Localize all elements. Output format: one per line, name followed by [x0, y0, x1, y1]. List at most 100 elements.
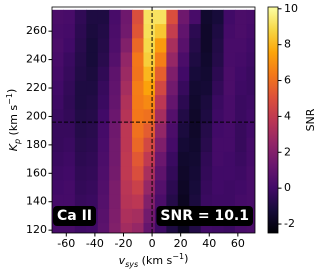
heatmap-cell — [97, 180, 110, 196]
heatmap-cell — [154, 180, 167, 196]
heatmap-cell — [154, 95, 167, 110]
heatmap-cell — [166, 66, 179, 82]
heatmap-cell — [97, 66, 110, 82]
heatmap-cell — [120, 9, 133, 25]
xlabel-axis-label: vsys (km s−1) — [119, 252, 189, 269]
heatmap-cell — [189, 137, 202, 153]
label-part: ) — [5, 89, 18, 93]
heatmap-cell — [154, 24, 167, 39]
heatmap-cell — [143, 38, 156, 53]
heatmap-cell — [143, 80, 156, 96]
heatmap-cell — [212, 166, 225, 181]
heatmap-cell — [74, 95, 87, 110]
heatmap-cell — [234, 180, 247, 196]
heatmap-cell — [223, 66, 236, 82]
heatmap-cell — [223, 180, 236, 196]
heatmap-cell — [132, 208, 144, 224]
heatmap-cell — [143, 9, 156, 25]
heatmap-cell — [246, 194, 255, 210]
heatmap-cell — [63, 80, 76, 96]
heatmap-cell — [189, 180, 202, 196]
heatmap-cell — [177, 9, 190, 25]
heatmap-cell — [166, 223, 179, 233]
heatmap-cell — [132, 80, 144, 96]
heatmap-cell — [52, 24, 64, 39]
heatmap-cell — [200, 180, 213, 196]
heatmap-cell — [74, 194, 87, 210]
heatmap-cell — [132, 109, 144, 125]
heatmap-cell — [154, 80, 167, 96]
heatmap-cell — [120, 137, 133, 153]
heatmap-cell — [177, 166, 190, 181]
heatmap-cell — [109, 52, 122, 68]
heatmap-cell — [132, 9, 144, 25]
label-part: −1 — [172, 252, 184, 261]
heatmap-cell — [166, 95, 179, 110]
heatmap-cell — [132, 151, 144, 167]
heatmap-cell — [86, 151, 99, 167]
y-tick-label: 220 — [26, 81, 47, 94]
heatmap-cell — [74, 24, 87, 39]
heatmap-cell — [109, 151, 122, 167]
heatmap-cell — [132, 180, 144, 196]
heatmap-cell — [154, 166, 167, 181]
heatmap-cell — [52, 180, 64, 196]
heatmap-cell — [200, 123, 213, 139]
heatmap-cell — [234, 9, 247, 25]
colorbar-tick-label: -2 — [284, 217, 295, 230]
heatmap-cell — [109, 223, 122, 233]
x-tick-label: -60 — [57, 237, 75, 250]
heatmap-cell — [86, 38, 99, 53]
heatmap-cell — [234, 123, 247, 139]
heatmap-cell — [63, 223, 76, 233]
y-tick-label: 140 — [26, 195, 47, 208]
heatmap-cell — [52, 80, 64, 96]
heatmap-cell — [189, 80, 202, 96]
heatmap-cell — [212, 137, 225, 153]
heatmap-cell — [132, 166, 144, 181]
x-tick-label: -40 — [86, 237, 104, 250]
heatmap-cell — [109, 109, 122, 125]
heatmap-cell — [189, 9, 202, 25]
heatmap-cell — [154, 137, 167, 153]
heatmap-cell — [109, 66, 122, 82]
heatmap-cell — [63, 38, 76, 53]
x-tick-label: -20 — [114, 237, 132, 250]
heatmap-cell — [246, 137, 255, 153]
heatmap-cell — [246, 38, 255, 53]
heatmap-cell — [74, 180, 87, 196]
heatmap-cell — [223, 80, 236, 96]
heatmap-cell — [97, 9, 110, 25]
plot-frame — [51, 6, 256, 234]
heatmap-cell — [166, 180, 179, 196]
heatmap-cell — [234, 194, 247, 210]
heatmap-cell — [52, 151, 64, 167]
heatmap-cell — [52, 38, 64, 53]
heatmap-cell — [52, 109, 64, 125]
heatmap-cell — [212, 95, 225, 110]
heatmap-cell — [52, 52, 64, 68]
heatmap-cell — [52, 66, 64, 82]
y-tick-label: 160 — [26, 166, 47, 179]
label-part: (km s — [7, 105, 20, 139]
heatmap-cell — [177, 95, 190, 110]
heatmap-cell — [189, 151, 202, 167]
x-tick-label: 60 — [231, 237, 245, 250]
heatmap-cell — [120, 24, 133, 39]
heatmap-cell — [166, 9, 179, 25]
heatmap-cell — [63, 52, 76, 68]
heatmap-cell — [86, 223, 99, 233]
heatmap-cell — [223, 123, 236, 139]
heatmap-cell — [177, 194, 190, 210]
heatmap-cell — [97, 109, 110, 125]
heatmap-cell — [189, 123, 202, 139]
heatmap-cell — [132, 223, 144, 233]
heatmap-cell — [223, 9, 236, 25]
colorbar-tick-label: 6 — [284, 74, 291, 87]
heatmap-cell — [154, 38, 167, 53]
heatmap-cell — [63, 95, 76, 110]
annotation: Ca II — [57, 208, 92, 224]
annotation: SNR = 10.1 — [160, 208, 249, 224]
heatmap-cell — [132, 137, 144, 153]
